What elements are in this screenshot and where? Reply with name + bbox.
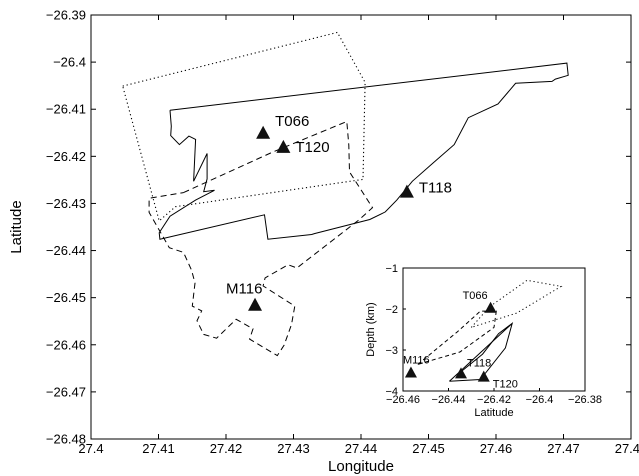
inset-x-axis-label: Latitude [474, 407, 513, 419]
inset-x-tick-label: −26.44 [432, 394, 466, 406]
x-tick-label: 27.43 [277, 441, 310, 456]
y-tick-label: −26.45 [46, 290, 86, 305]
x-tick-label: 27.47 [547, 441, 580, 456]
inset-x-tick-label: −26.38 [568, 394, 602, 406]
outline-solid-0 [158, 62, 569, 240]
x-tick-label: 27.44 [345, 441, 378, 456]
inset-station-marker-t120 [477, 370, 490, 382]
x-tick-label: 27.42 [210, 441, 243, 456]
inset-station-marker-t066 [484, 301, 497, 313]
inset-x-tick-label: −26.46 [386, 394, 420, 406]
y-tick-label: −26.41 [46, 102, 86, 117]
station-label-t118: T118 [419, 180, 452, 197]
inset-station-marker-t118 [455, 367, 468, 379]
y-tick-label: −26.48 [46, 432, 86, 447]
inset-station-marker-m116 [404, 366, 417, 378]
inset-station-label-m116: M116 [403, 355, 430, 367]
x-tick-label: 27.45 [412, 441, 445, 456]
y-tick-label: −26.39 [46, 8, 86, 23]
x-tick-label: 27.46 [480, 441, 513, 456]
inset-station-label-t066: T066 [463, 290, 488, 302]
station-label-m116: M116 [226, 281, 262, 298]
inset-x-tick-label: −26.4 [526, 394, 554, 406]
station-label-t120: T120 [295, 139, 329, 156]
inset-outline-solid-1 [459, 322, 513, 373]
inset-y-tick-label: −1 [385, 263, 398, 275]
y-tick-label: −26.4 [53, 55, 86, 70]
y-tick-label: −26.46 [46, 337, 86, 352]
x-axis-label: Longitude [328, 458, 394, 475]
inset-y-axis-label: Depth (km) [365, 302, 377, 356]
x-tick-label: 27.4 [78, 441, 103, 456]
inset-y-tick-label: −2 [385, 304, 398, 316]
y-tick-label: −26.44 [46, 243, 86, 258]
inset-station-label-t118: T118 [467, 357, 491, 369]
inset-plot: −26.46 −26.44 −26.42 −26.4 −26.38 −1 −2 −3 −4 Lat… [362, 258, 602, 419]
station-marker-t120 [276, 139, 291, 153]
inset-frame [402, 267, 586, 392]
x-tick-label: 27.41 [142, 441, 175, 456]
inset-y-tick-label: −4 [385, 386, 398, 398]
y-tick-label: −26.43 [46, 196, 86, 211]
outline-dashed-1 [148, 120, 374, 357]
inset-outline-dashed-2 [417, 310, 497, 365]
y-tick-label: −26.42 [46, 149, 86, 164]
inset-station-label-t120: T120 [493, 379, 518, 391]
inset-x-tick-label: −26.42 [477, 394, 511, 406]
main-plot: 27.4 27.41 27.42 27.43 27.44 27.45 27.46 27.47 2… [8, 8, 639, 476]
station-marker-t118 [399, 184, 414, 198]
y-tick-label: −26.47 [46, 384, 86, 399]
station-marker-m116 [248, 297, 263, 311]
x-tick-label: 27.48 [615, 441, 639, 456]
station-label-t066: T066 [275, 113, 309, 130]
inset-y-tick-label: −3 [385, 345, 398, 357]
station-marker-t066 [256, 125, 271, 139]
y-axis-label: Latitude [8, 200, 25, 253]
